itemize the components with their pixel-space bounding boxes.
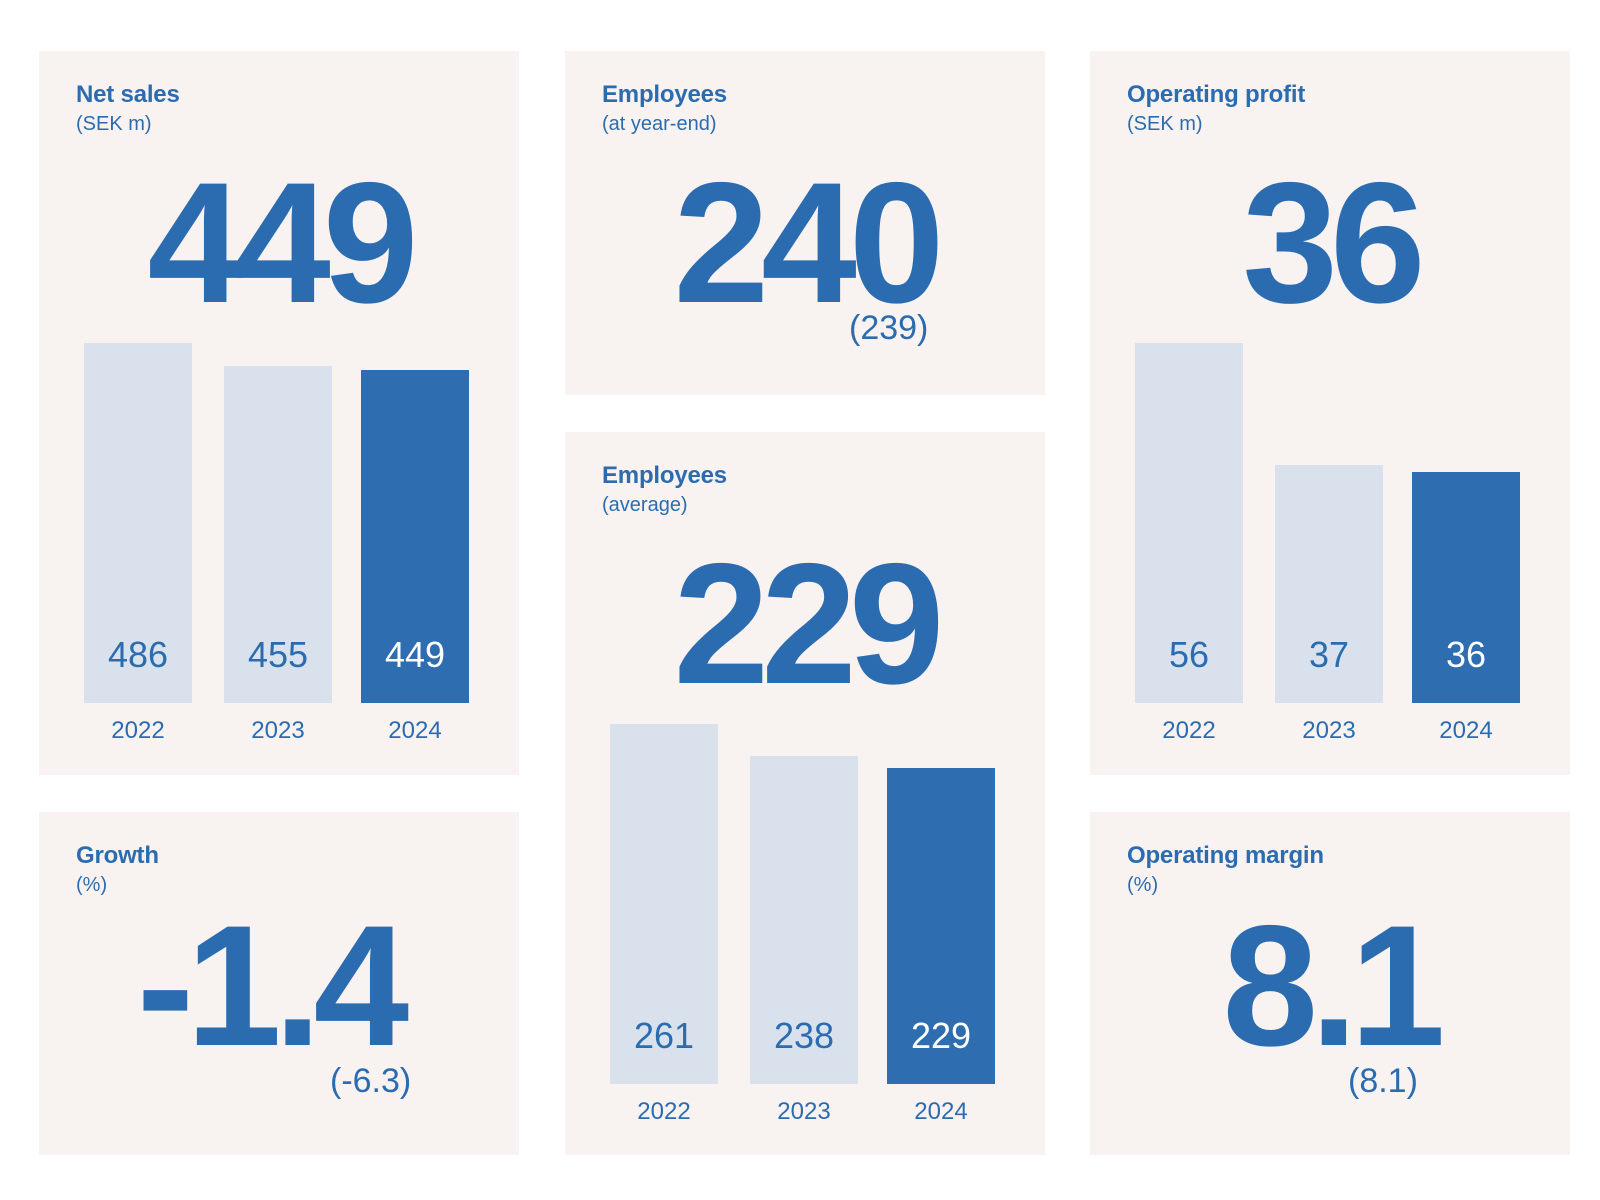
operating-profit-card: Operating profit (SEK m) 36 56 2022 37 2023… xyxy=(1090,51,1570,775)
employees-average-2022-bar xyxy=(610,724,718,1084)
net-sales-title: Net sales xyxy=(76,81,180,108)
growth-unit: (%) xyxy=(76,874,108,896)
employees-year-end-title: Employees xyxy=(602,81,727,108)
growth-card: Growth (%) -1.4 (-6.3) xyxy=(39,812,519,1155)
growth-value: -1.4 xyxy=(136,890,409,1082)
employees-year-end-previous-value: (239) xyxy=(849,309,929,347)
operating-profit-title: Operating profit xyxy=(1127,81,1306,108)
operating-profit-2022-year-label: 2022 xyxy=(1162,717,1216,744)
operating-profit-2024-bar xyxy=(1412,472,1520,703)
operating-profit-2024-value-label: 36 xyxy=(1445,634,1487,675)
employees-average-unit: (average) xyxy=(602,494,688,516)
employees-year-end-unit: (at year-end) xyxy=(602,113,717,135)
net-sales-value: 449 xyxy=(147,147,419,339)
operating-profit-2023-value-label: 37 xyxy=(1308,634,1350,675)
employees-average-2024-value-label: 229 xyxy=(910,1015,972,1056)
employees-average-2022-year-label: 2022 xyxy=(637,1098,691,1125)
operating-profit-2024-year-label: 2024 xyxy=(1439,717,1493,744)
operating-profit-2023-year-label: 2023 xyxy=(1302,717,1356,744)
net-sales-2024-value-label: 449 xyxy=(384,634,446,675)
net-sales-2023-bar xyxy=(224,366,332,703)
operating-margin-title: Operating margin xyxy=(1127,842,1324,869)
net-sales-2022-bar xyxy=(84,343,192,703)
net-sales-unit: (SEK m) xyxy=(76,113,152,135)
employees-average-card: Employees (average) 229 261 2022 238 2023 22… xyxy=(565,432,1045,1155)
net-sales-2023-year-label: 2023 xyxy=(251,717,305,744)
employees-year-end-value: 240 xyxy=(673,147,945,339)
operating-profit-unit: (SEK m) xyxy=(1127,113,1203,135)
operating-margin-card: Operating margin (%) 8.1 (8.1) xyxy=(1090,812,1570,1155)
growth-previous-value: (-6.3) xyxy=(330,1062,412,1100)
net-sales-2024-year-label: 2024 xyxy=(388,717,442,744)
net-sales-2024-bar xyxy=(361,370,469,703)
operating-profit-2023-bar xyxy=(1275,465,1383,703)
net-sales-card: Net sales (SEK m) 449 486 2022 455 2023 449 2… xyxy=(39,51,519,775)
operating-margin-previous-value: (8.1) xyxy=(1348,1062,1418,1100)
operating-profit-value: 36 xyxy=(1242,147,1425,339)
operating-margin-unit: (%) xyxy=(1127,874,1159,896)
net-sales-2022-year-label: 2022 xyxy=(111,717,165,744)
employees-year-end-card: Employees (at year-end) 240 (239) xyxy=(565,51,1045,395)
operating-margin-value: 8.1 xyxy=(1222,890,1445,1082)
net-sales-2022-value-label: 486 xyxy=(107,634,169,675)
employees-average-2023-year-label: 2023 xyxy=(777,1098,831,1125)
operating-profit-2022-bar xyxy=(1135,343,1243,703)
growth-title: Growth xyxy=(76,842,159,869)
employees-average-2023-bar xyxy=(750,756,858,1084)
employees-average-2024-bar xyxy=(887,768,995,1084)
employees-average-value: 229 xyxy=(673,528,945,720)
net-sales-2023-value-label: 455 xyxy=(247,634,309,675)
employees-average-2023-value-label: 238 xyxy=(773,1015,835,1056)
operating-profit-2022-value-label: 56 xyxy=(1168,634,1210,675)
employees-average-title: Employees xyxy=(602,462,727,489)
employees-average-2024-year-label: 2024 xyxy=(914,1098,968,1125)
employees-average-2022-value-label: 261 xyxy=(633,1015,695,1056)
